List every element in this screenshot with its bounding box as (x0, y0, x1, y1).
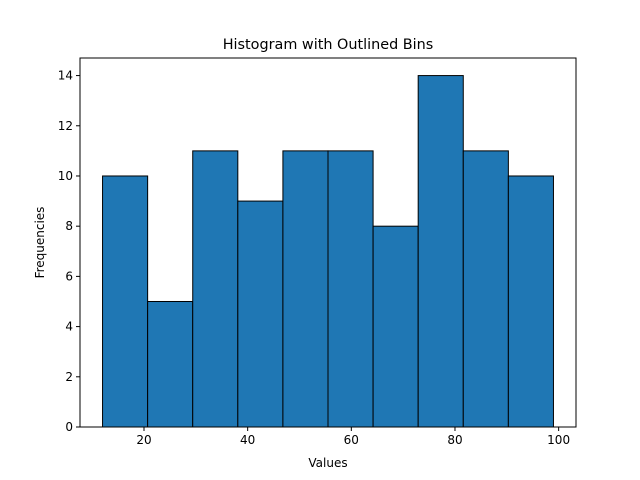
histogram-bar (462, 150, 509, 428)
histogram-bar (372, 225, 419, 428)
y-tick-label: 14 (58, 69, 73, 83)
y-tick-label: 2 (65, 370, 73, 384)
y-tick-label: 8 (65, 219, 73, 233)
histogram-bar (507, 175, 554, 428)
y-axis-ticks: 0 2 4 6 8 10 12 14 (58, 69, 80, 434)
y-tick-label: 6 (65, 269, 73, 283)
histogram-bar (237, 200, 284, 428)
y-axis-label: Frequencies (33, 207, 47, 279)
axes-frame (79, 57, 577, 428)
x-tick-label: 80 (447, 433, 462, 447)
histogram-bar (192, 150, 239, 428)
bars-group (102, 75, 554, 428)
x-axis-ticks: 20 40 60 80 100 (136, 427, 570, 447)
y-tick-label: 10 (58, 169, 73, 183)
histogram-bar (327, 150, 374, 428)
y-tick-label: 0 (65, 420, 73, 434)
histogram-bar (102, 175, 149, 428)
histogram-bar (282, 150, 329, 428)
chart-title: Histogram with Outlined Bins (223, 37, 434, 53)
histogram-bar (147, 300, 194, 428)
histogram-bar (417, 75, 464, 428)
x-tick-label: 20 (136, 433, 151, 447)
x-axis-label: Values (308, 456, 347, 470)
x-tick-label: 100 (547, 433, 570, 447)
y-tick-label: 4 (65, 320, 73, 334)
x-tick-label: 40 (240, 433, 255, 447)
y-tick-label: 12 (58, 119, 73, 133)
x-tick-label: 60 (344, 433, 359, 447)
